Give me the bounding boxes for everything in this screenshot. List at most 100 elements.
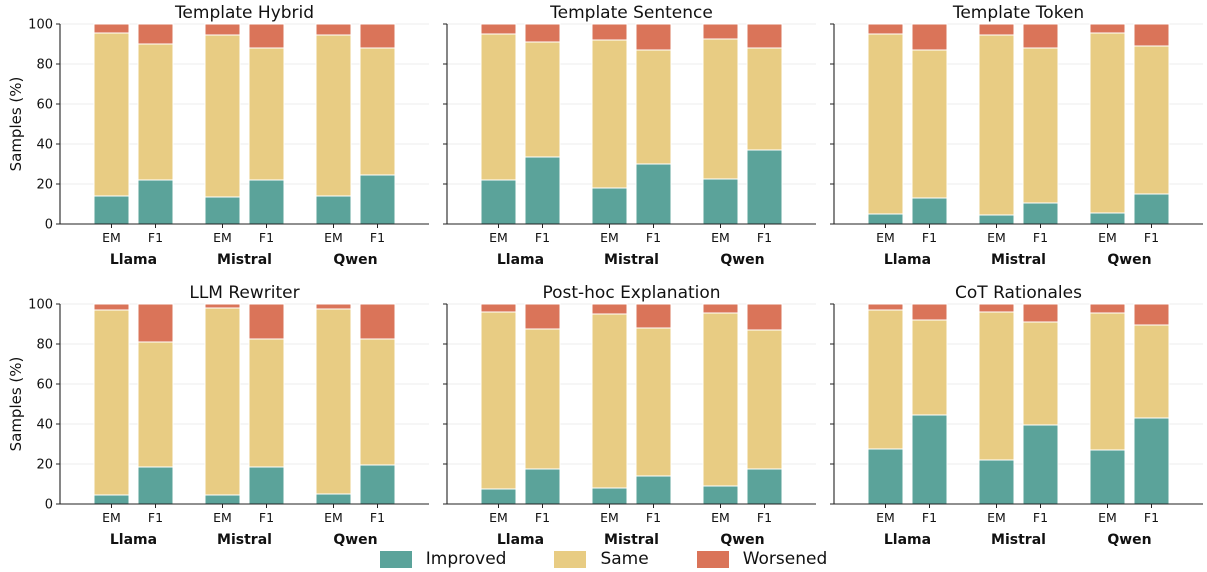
- bar-llama-em-worsened: [93, 23, 130, 34]
- bar-qwen-f1-same: [1133, 45, 1170, 195]
- x-tick-label: EM: [324, 230, 343, 245]
- bar-mistral-f1-same: [248, 338, 285, 468]
- x-tick-label: F1: [922, 510, 937, 525]
- bar-mistral-f1-same: [1022, 321, 1059, 426]
- x-tick-label: EM: [600, 230, 619, 245]
- bar-llama-f1-same: [524, 328, 561, 470]
- bar-qwen-f1-same: [1133, 324, 1170, 419]
- group-label-qwen: Qwen: [333, 532, 377, 546]
- bar-mistral-f1-worsened: [1022, 303, 1059, 323]
- bar-qwen-em-improved: [315, 493, 352, 505]
- y-tick-label: 0: [45, 218, 53, 233]
- group-label-llama: Llama: [110, 532, 157, 546]
- bar-qwen-f1-improved: [746, 468, 783, 505]
- group-label-llama: Llama: [497, 252, 544, 268]
- bar-qwen-em-same: [1089, 32, 1126, 214]
- x-tick-label: F1: [370, 230, 385, 245]
- bar-mistral-em-worsened: [591, 23, 628, 41]
- bar-qwen-em-worsened: [1089, 23, 1126, 34]
- bar-llama-em-improved: [93, 494, 130, 505]
- group-label-mistral: Mistral: [604, 532, 659, 546]
- x-tick-label: F1: [1033, 510, 1048, 525]
- group-label-qwen: Qwen: [1107, 532, 1151, 546]
- bar-qwen-em-worsened: [1089, 303, 1126, 314]
- group-label-qwen: Qwen: [333, 252, 377, 268]
- y-axis-label: Samples (%): [7, 357, 25, 452]
- bar-llama-f1-worsened: [911, 303, 948, 321]
- bar-llama-f1-worsened: [137, 23, 174, 45]
- bar-llama-em-worsened: [480, 23, 517, 35]
- bar-mistral-em-worsened: [978, 23, 1015, 36]
- bar-mistral-em-worsened: [978, 303, 1015, 313]
- bar-qwen-em-improved: [702, 485, 739, 505]
- legend-item-same: Same: [554, 549, 649, 569]
- panel-template-hybrid: Template Hybrid EM F1 Llama EM F1 Mistral EM F1 Q…: [7, 3, 429, 268]
- bar-llama-em-worsened: [867, 23, 904, 35]
- bar-llama-em-worsened: [480, 303, 517, 313]
- bar-llama-f1-worsened: [911, 23, 948, 51]
- bar-llama-f1-improved: [911, 414, 948, 505]
- bar-mistral-f1-improved: [635, 475, 672, 505]
- x-tick-label: F1: [535, 230, 550, 245]
- bar-qwen-em-improved: [1089, 212, 1126, 225]
- bar-qwen-f1-worsened: [746, 303, 783, 331]
- x-tick-label: F1: [757, 230, 772, 245]
- bar-mistral-em-improved: [978, 459, 1015, 505]
- y-tick-label: 100: [28, 18, 53, 33]
- group-label-llama: Llama: [110, 252, 157, 268]
- x-tick-label: EM: [711, 510, 730, 525]
- x-tick-label: EM: [1098, 510, 1117, 525]
- bar-qwen-f1-worsened: [1133, 303, 1170, 326]
- group-label-mistral: Mistral: [991, 532, 1046, 546]
- panel-template-sentence: Template Sentence EM F1 Llama EM F1 Mistral EM F…: [443, 3, 816, 268]
- x-tick-label: EM: [489, 230, 508, 245]
- y-tick-label: 40: [36, 138, 53, 153]
- bar-qwen-em-same: [315, 308, 352, 495]
- bar-qwen-f1-same: [359, 47, 396, 176]
- bar-llama-em-improved: [867, 213, 904, 225]
- bar-llama-em-same: [867, 33, 904, 215]
- x-tick-label: F1: [757, 510, 772, 525]
- group-label-mistral: Mistral: [217, 532, 272, 546]
- x-tick-label: EM: [600, 510, 619, 525]
- bar-mistral-em-improved: [591, 487, 628, 505]
- x-tick-label: F1: [646, 510, 661, 525]
- bar-mistral-f1-improved: [248, 179, 285, 225]
- bar-mistral-em-same: [591, 39, 628, 189]
- bar-mistral-em-worsened: [204, 23, 241, 36]
- legend-swatch-same: [554, 550, 587, 568]
- panel-title: Template Sentence: [549, 3, 713, 23]
- bar-mistral-em-worsened: [591, 303, 628, 315]
- bar-mistral-em-same: [204, 307, 241, 496]
- bar-qwen-f1-improved: [1133, 417, 1170, 505]
- group-label-qwen: Qwen: [1107, 252, 1151, 268]
- bar-llama-f1-worsened: [524, 23, 561, 43]
- y-tick-label: 100: [28, 298, 53, 313]
- bar-mistral-f1-worsened: [635, 303, 672, 329]
- y-tick-label: 20: [36, 178, 53, 193]
- bar-llama-f1-same: [137, 43, 174, 181]
- bar-mistral-f1-same: [248, 47, 285, 181]
- x-tick-label: EM: [876, 230, 895, 245]
- group-label-qwen: Qwen: [720, 252, 764, 268]
- y-tick-label: 20: [36, 458, 53, 473]
- bar-mistral-f1-worsened: [635, 23, 672, 51]
- panel-title: LLM Rewriter: [189, 283, 299, 303]
- bar-llama-em-same: [93, 32, 130, 197]
- bar-qwen-f1-improved: [359, 464, 396, 505]
- panel-title: Template Token: [952, 3, 1084, 23]
- y-tick-label: 0: [45, 498, 53, 513]
- panel-template-token: Template Token EM F1 Llama EM F1 Mistral EM F1 Qw…: [830, 3, 1203, 268]
- x-tick-label: EM: [489, 510, 508, 525]
- bar-llama-em-improved: [480, 179, 517, 225]
- legend-item-worsened: Worsened: [696, 549, 827, 569]
- panel-post-hoc-explanation: Post-hoc Explanation EM F1 Llama EM F1 Mistral…: [443, 283, 816, 546]
- bar-mistral-f1-improved: [1022, 424, 1059, 505]
- bar-llama-f1-same: [137, 341, 174, 468]
- bar-qwen-em-improved: [702, 178, 739, 225]
- bar-mistral-f1-worsened: [1022, 23, 1059, 49]
- chart-legend: Improved Same Worsened: [0, 546, 1207, 572]
- bar-llama-em-improved: [93, 195, 130, 225]
- bar-llama-em-worsened: [867, 303, 904, 311]
- bar-qwen-em-worsened: [315, 303, 352, 310]
